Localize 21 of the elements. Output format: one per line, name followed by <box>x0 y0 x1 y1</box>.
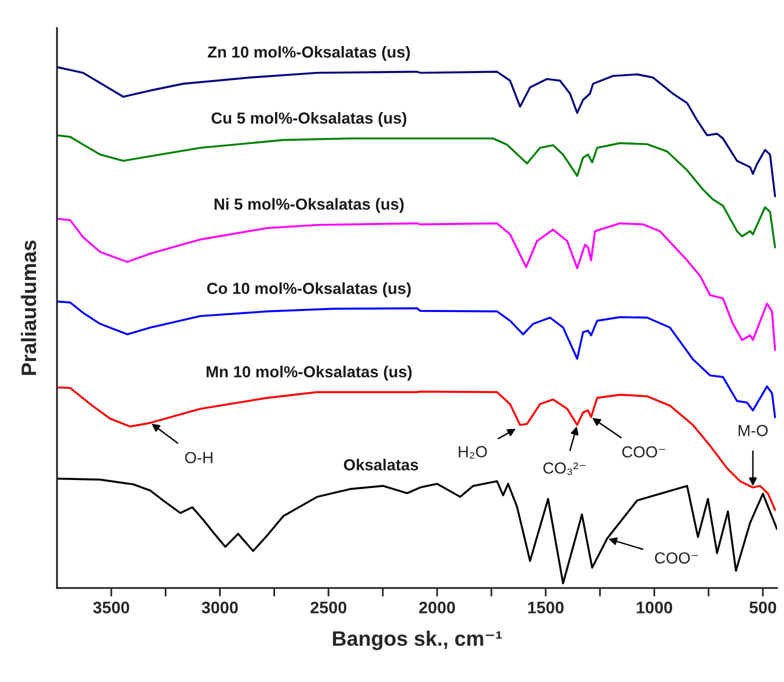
x-tick-label: 3500 <box>93 602 130 614</box>
x-axis-title: Bangos sk., cm⁻¹ <box>333 630 502 650</box>
annotation: M-O <box>738 424 768 436</box>
annotation: COO⁻ <box>655 552 698 564</box>
x-tick-label: 1000 <box>636 602 672 614</box>
series-label: Co 10 mol%-Oksalatas (us) <box>207 282 411 298</box>
series-label: Ni 5 mol%-Oksalatas (us) <box>214 198 404 213</box>
series-label: Zn 10 mol%-Oksalatas (us) <box>208 46 410 61</box>
x-tick-label: 2000 <box>419 602 455 614</box>
annotation: H₂O <box>458 446 487 459</box>
series-label: Cu 5 mol%-Oksalatas (us) <box>212 112 406 127</box>
x-tick-label: 3000 <box>202 602 238 614</box>
annotation: O-H <box>185 452 212 464</box>
x-tick-label: 1500 <box>528 602 564 614</box>
series-label: Oksalatas <box>344 458 418 470</box>
annotation: CO₃²⁻ <box>543 462 586 475</box>
y-axis-title: Praliaudumas <box>20 240 36 375</box>
annotation: COO⁻ <box>622 446 666 458</box>
x-tick-label: 500 <box>749 602 776 614</box>
x-tick-label: 2500 <box>310 602 346 614</box>
series-label: Mn 10 mol%-Oksalatas (us) <box>206 366 412 381</box>
